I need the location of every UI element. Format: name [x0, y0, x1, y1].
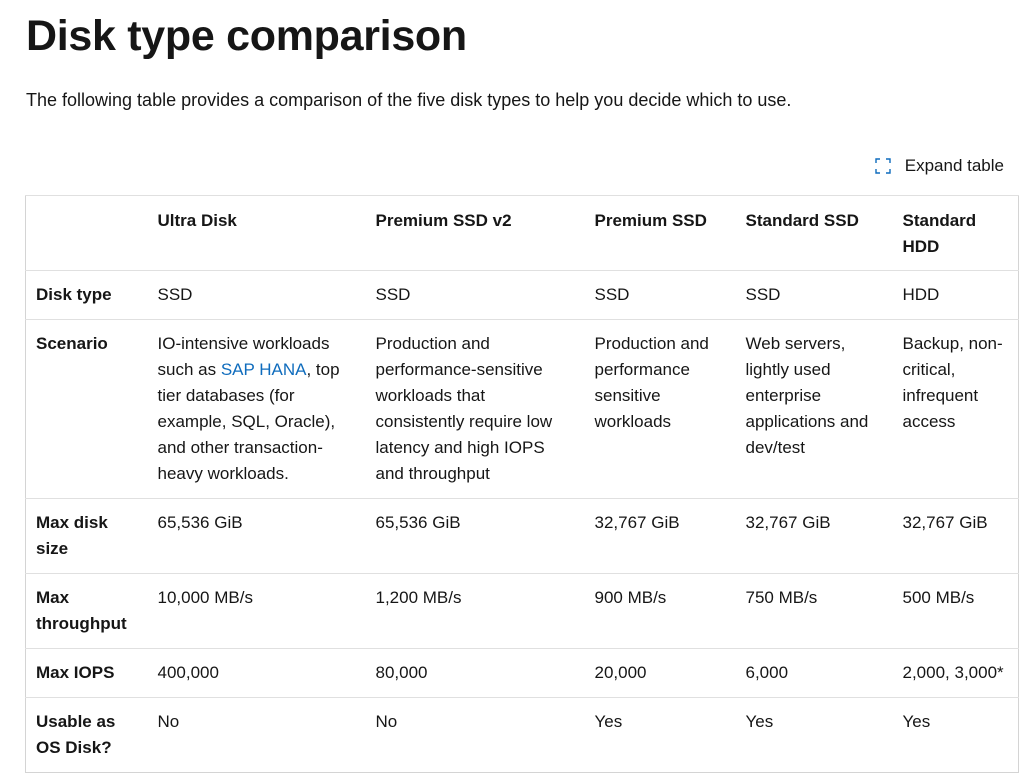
- table-cell: No: [147, 697, 366, 773]
- table-cell: SSD: [735, 270, 893, 320]
- scenario-text-before: IO-intensive workloads such as: [157, 334, 330, 379]
- table-cell: 80,000: [365, 648, 585, 698]
- table-cell: 6,000: [735, 648, 893, 698]
- table-cell: 1,200 MB/s: [365, 573, 585, 649]
- header-cell-premium-ssd-v2: Premium SSD v2: [365, 195, 585, 271]
- table-cell: No: [365, 697, 585, 773]
- table-cell: 20,000: [584, 648, 736, 698]
- header-cell-ultra-disk: Ultra Disk: [147, 195, 366, 271]
- table-cell: 2,000, 3,000*: [892, 648, 1019, 698]
- table-cell: SSD: [584, 270, 736, 320]
- table-cell: Production and performance-sensitive wor…: [365, 319, 585, 499]
- table-cell: HDD: [892, 270, 1019, 320]
- row-label: Scenario: [25, 319, 148, 499]
- table-cell: Yes: [735, 697, 893, 773]
- header-cell-premium-ssd: Premium SSD: [584, 195, 736, 271]
- table-cell: 900 MB/s: [584, 573, 736, 649]
- expand-table-button[interactable]: Expand table: [875, 156, 1004, 176]
- table-row: Max disk size 65,536 GiB 65,536 GiB 32,7…: [25, 498, 1019, 574]
- table-header-row: Ultra Disk Premium SSD v2 Premium SSD St…: [25, 195, 1019, 271]
- row-label: Disk type: [25, 270, 148, 320]
- intro-text: The following table provides a compariso…: [26, 90, 792, 110]
- sap-hana-link[interactable]: SAP HANA: [220, 360, 307, 379]
- table-cell: 32,767 GiB: [735, 498, 893, 574]
- table-cell: IO-intensive workloads such as SAP HANA,…: [147, 319, 366, 499]
- table-row: Max IOPS 400,000 80,000 20,000 6,000 2,0…: [25, 648, 1019, 698]
- table-cell: Web servers, lightly used enterprise app…: [735, 319, 893, 499]
- expand-table-label: Expand table: [904, 156, 1004, 175]
- table-cell: 750 MB/s: [735, 573, 893, 649]
- disk-comparison-table: Ultra Disk Premium SSD v2 Premium SSD St…: [25, 195, 1019, 773]
- expand-icon: [875, 158, 891, 174]
- row-label: Max throughput: [25, 573, 148, 649]
- table-cell: Yes: [892, 697, 1019, 773]
- table-row: Usable as OS Disk? No No Yes Yes Yes: [25, 697, 1019, 773]
- row-label: Usable as OS Disk?: [25, 697, 148, 773]
- table-cell: 65,536 GiB: [365, 498, 585, 574]
- table-cell: 500 MB/s: [892, 573, 1019, 649]
- row-label: Max IOPS: [25, 648, 148, 698]
- table-row: Disk type SSD SSD SSD SSD HDD: [25, 270, 1019, 320]
- row-label: Max disk size: [25, 498, 148, 574]
- scenario-text-after: , top tier databases (for example, SQL, …: [157, 360, 340, 483]
- table-row: Max throughput 10,000 MB/s 1,200 MB/s 90…: [25, 573, 1019, 649]
- header-cell-standard-hdd: Standard HDD: [892, 195, 1019, 271]
- table-cell: Production and performance sensitive wor…: [584, 319, 736, 499]
- page-title: Disk type comparison: [26, 12, 467, 60]
- table-cell: 32,767 GiB: [892, 498, 1019, 574]
- table-row: Scenario IO-intensive workloads such as …: [25, 319, 1019, 499]
- table-cell: 400,000: [147, 648, 366, 698]
- header-cell-empty: [25, 195, 148, 271]
- table-cell: SSD: [147, 270, 366, 320]
- table-cell: 10,000 MB/s: [147, 573, 366, 649]
- table-cell: 32,767 GiB: [584, 498, 736, 574]
- table-cell: 65,536 GiB: [147, 498, 366, 574]
- table-cell: Yes: [584, 697, 736, 773]
- header-cell-standard-ssd: Standard SSD: [735, 195, 893, 271]
- table-cell: SSD: [365, 270, 585, 320]
- table-cell: Backup, non-critical, infrequent access: [892, 319, 1019, 499]
